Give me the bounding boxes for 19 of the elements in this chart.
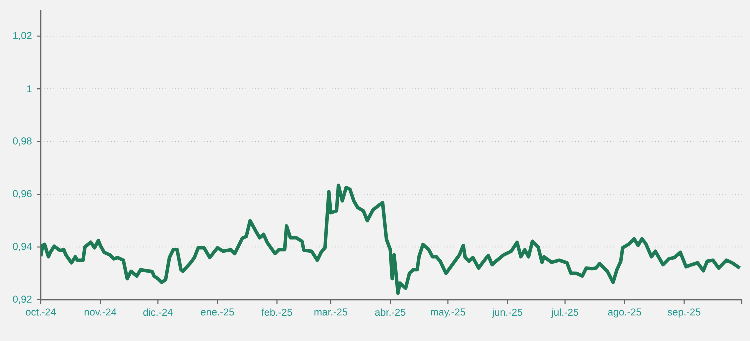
y-tick-label: 0,94 [13, 243, 32, 252]
y-tick-label: 1 [27, 86, 32, 93]
y-tick-label: 0,92 [13, 296, 32, 304]
x-tick-label: abr.-25 [375, 308, 406, 316]
x-tick-label: mar.-25 [314, 308, 348, 316]
x-tick-label: jun.-25 [492, 308, 523, 318]
x-tick-label: ene.-25 [201, 308, 234, 316]
line-series [41, 184, 742, 296]
x-tick-label: may.-25 [431, 308, 466, 318]
x-tick-label: dic.-24 [144, 308, 173, 316]
x-tick-label: sep.-25 [668, 308, 701, 318]
y-tick-label: 0,98 [13, 138, 32, 146]
y-tick-label: 0,96 [13, 190, 32, 199]
x-tick-label: ago.-25 [608, 308, 642, 318]
x-tick-label: nov.-24 [84, 308, 117, 316]
y-tick-label: 1,02 [14, 32, 32, 40]
x-tick-label: oct.-24 [26, 308, 56, 316]
x-tick-label: feb.-25 [262, 308, 292, 316]
x-tick-label: jul.-25 [551, 308, 579, 318]
